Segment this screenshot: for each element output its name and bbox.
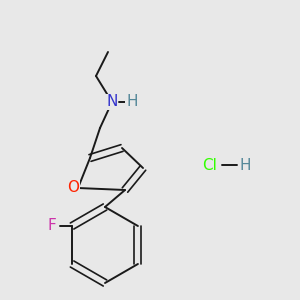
Text: O: O bbox=[67, 181, 79, 196]
Text: Cl: Cl bbox=[202, 158, 217, 172]
Text: H: H bbox=[239, 158, 251, 172]
Text: N: N bbox=[106, 94, 118, 110]
Text: H: H bbox=[126, 94, 138, 110]
Text: F: F bbox=[48, 218, 56, 233]
